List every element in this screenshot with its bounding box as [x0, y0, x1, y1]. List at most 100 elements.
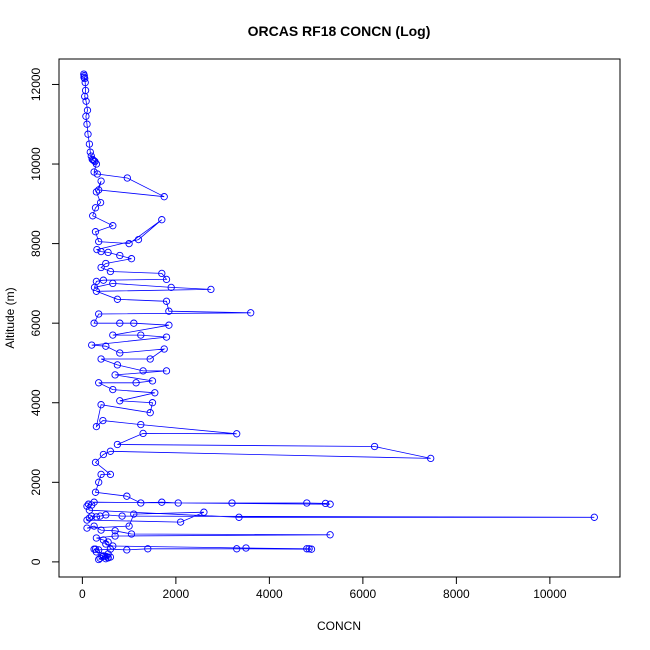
data-point [130, 510, 138, 518]
data-point [104, 554, 112, 562]
data-point [95, 310, 103, 318]
data-point [99, 416, 107, 425]
data-point [83, 120, 91, 128]
data-point [81, 92, 89, 101]
data-point [167, 283, 175, 292]
data-point [137, 499, 145, 507]
data-point [200, 508, 208, 516]
data-point [99, 450, 108, 459]
y-tick-label: 4000 [29, 389, 43, 416]
x-tick-label: 10000 [533, 587, 567, 601]
y-tick-label: 0 [29, 558, 43, 565]
y-tick-label: 8000 [29, 230, 43, 257]
data-point [92, 534, 101, 542]
data-point [91, 488, 100, 496]
data-point [165, 307, 173, 315]
data-point [106, 470, 115, 479]
data-point [97, 470, 105, 479]
data-point [116, 397, 124, 405]
data-point [130, 319, 138, 327]
data-point [303, 499, 311, 507]
data-point [102, 511, 110, 519]
data-point [125, 522, 133, 530]
data-point [81, 74, 89, 83]
data-point [88, 512, 96, 520]
data-point [85, 514, 94, 522]
data-point [116, 349, 124, 357]
data-point [90, 522, 98, 530]
data-point [139, 429, 147, 438]
data-point [113, 361, 122, 369]
data-point [97, 177, 105, 185]
data-point [97, 526, 105, 534]
data-point [95, 186, 103, 194]
x-tick-label: 2000 [163, 587, 190, 601]
data-point [92, 287, 101, 295]
data-point [305, 545, 313, 553]
data-point [89, 212, 97, 220]
data-point [207, 285, 215, 294]
chart-title: ORCAS RF18 CONCN (Log) [248, 23, 431, 39]
data-point [235, 513, 243, 521]
data-point [242, 544, 250, 552]
data-point [109, 222, 117, 230]
data-point [102, 342, 110, 350]
data-point [113, 295, 122, 303]
data-point [116, 319, 124, 327]
y-tick-label: 6000 [29, 310, 43, 337]
data-point [111, 371, 119, 379]
data-point [590, 513, 598, 521]
data-point [144, 545, 152, 553]
data-point [99, 536, 108, 544]
data-point [102, 540, 110, 548]
data-point [116, 251, 124, 260]
data-point [97, 247, 105, 256]
data-point [370, 442, 379, 451]
data-point [97, 355, 105, 363]
data-point [85, 140, 94, 148]
data-point [326, 500, 334, 508]
data-point [118, 512, 126, 520]
data-point [162, 333, 171, 341]
data-point [109, 279, 117, 288]
data-point [158, 498, 166, 506]
data-point [99, 552, 108, 560]
data-point [303, 545, 311, 553]
data-point [95, 478, 103, 486]
x-axis: 0 2000 4000 6000 8000 10000 [79, 576, 567, 601]
data-point [233, 430, 241, 438]
data-point [88, 341, 96, 349]
data-point [125, 239, 133, 248]
x-tick-label: 4000 [256, 587, 283, 601]
data-point [174, 499, 182, 507]
data-point [326, 531, 334, 539]
data-point [134, 235, 143, 244]
data-point [109, 385, 117, 394]
y-tick-label: 2000 [29, 469, 43, 496]
data-point [111, 532, 119, 540]
data-point [160, 345, 168, 353]
data-point [82, 112, 90, 120]
data-point [111, 527, 119, 535]
data-point [92, 422, 101, 431]
data-point [96, 198, 105, 207]
data-point [93, 170, 101, 178]
data-point [109, 331, 117, 339]
data-point [92, 513, 101, 521]
data-point [127, 255, 136, 263]
data-point [123, 174, 131, 182]
data-point [91, 458, 100, 467]
data-point [93, 245, 101, 254]
data-point [97, 401, 105, 409]
data-point [104, 538, 112, 546]
data-point [106, 545, 115, 553]
data-point [127, 530, 136, 538]
data-point [158, 269, 166, 278]
data-point [233, 545, 241, 553]
y-tick-label: 10000 [29, 147, 43, 181]
data-point [162, 275, 171, 284]
data-point [95, 546, 103, 554]
y-tick-label: 12000 [29, 67, 43, 101]
data-point [97, 263, 105, 272]
